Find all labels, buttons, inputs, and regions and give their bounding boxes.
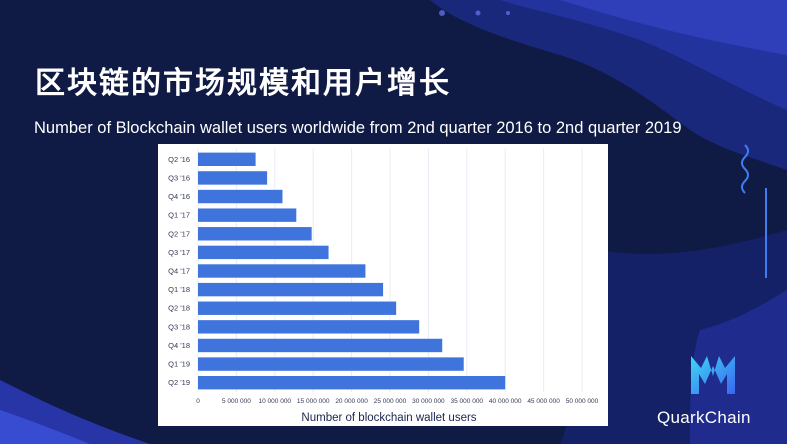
x-axis-title: Number of blockchain wallet users [301, 412, 476, 424]
x-tick-label: 10 000 000 [259, 398, 292, 405]
bar [198, 152, 256, 167]
y-tick-label: Q4 '18 [168, 341, 190, 350]
y-tick-label: Q1 '19 [168, 360, 190, 369]
x-tick-label: 50 000 000 [566, 398, 599, 405]
bar [198, 189, 283, 204]
bar [198, 320, 420, 334]
y-tick-label: Q2 '16 [168, 155, 190, 164]
y-tick-label: Q3 '16 [168, 173, 190, 182]
y-tick-label: Q4 '17 [168, 267, 190, 276]
bar [198, 282, 384, 297]
x-tick-label: 40 000 000 [489, 398, 522, 405]
x-tick-label: 45 000 000 [527, 398, 560, 405]
x-tick-label: 25 000 000 [374, 398, 407, 405]
brand-logo-block: QuarkChain [657, 348, 767, 428]
y-tick-label: Q2 '17 [168, 229, 190, 238]
chart-subtitle: Number of Blockchain wallet users worldw… [34, 119, 682, 137]
bar [198, 301, 397, 315]
x-tick-label: 15 000 000 [297, 398, 330, 405]
x-tick-label: 20 000 000 [335, 398, 368, 405]
x-tick-label: 0 [196, 398, 200, 405]
bar [198, 338, 443, 353]
y-tick-labels: Q2 '16 Q3 '16 Q4 '16 Q1 '17 Q2 '17 Q3 '17 Q4 '… [168, 155, 190, 387]
y-tick-label: Q1 '18 [168, 285, 190, 294]
bar [198, 208, 297, 222]
x-tick-labels: 0 5 000 000 10 000 000 15 000 000 20 000 000… [196, 398, 598, 405]
x-tick-label: 35 000 000 [451, 398, 484, 405]
slide-title: 区块链的市场规模和用户增长 [35, 66, 451, 101]
bar [198, 357, 464, 371]
y-tick-label: Q3 '18 [168, 322, 190, 331]
y-tick-label: Q2 '18 [168, 304, 190, 313]
y-tick-label: Q4 '16 [168, 192, 190, 201]
x-tick-label: 5 000 000 [222, 398, 251, 405]
quarkchain-logo-icon [691, 356, 735, 394]
bar [198, 375, 506, 390]
bar [198, 245, 329, 260]
bar [198, 264, 366, 278]
y-tick-label: Q3 '17 [168, 248, 190, 257]
x-tick-label: 30 000 000 [412, 398, 445, 405]
y-tick-label: Q2 '19 [168, 378, 190, 387]
brand-name: QuarkChain [657, 408, 751, 427]
y-tick-label: Q1 '17 [168, 211, 190, 220]
bar [198, 227, 312, 241]
bars [198, 152, 506, 390]
bar [198, 171, 268, 185]
